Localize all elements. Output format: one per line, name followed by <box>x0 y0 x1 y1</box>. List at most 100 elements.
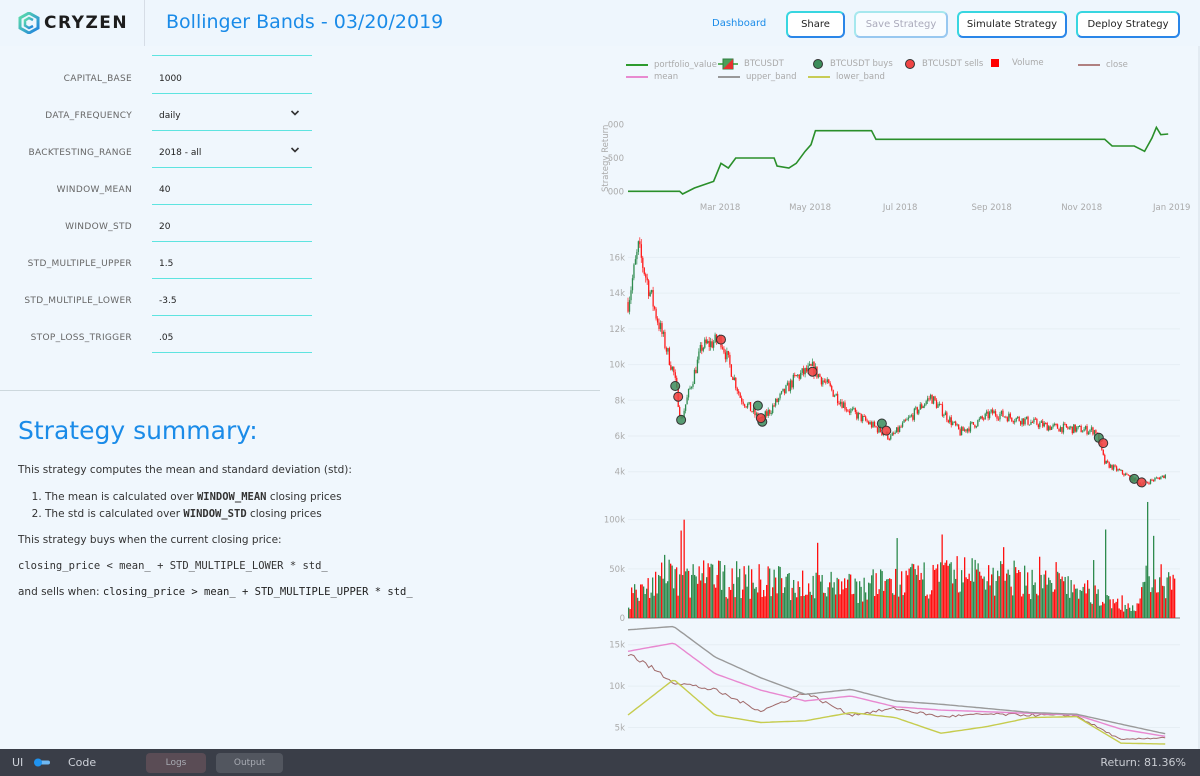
legend-label: portfolio_value <box>654 60 718 70</box>
y-axis-label: Strategy Return <box>601 125 611 192</box>
chevron-down-icon <box>290 110 300 116</box>
field-stop-loss-trigger: STOP_LOSS_TRIGGER .05 <box>0 323 330 360</box>
legend-label: upper_band <box>746 72 797 82</box>
x-tick-label: Nov 2018 <box>1061 203 1102 212</box>
y-tick-label: 50k <box>609 565 625 575</box>
x-tick-label: Mar 2018 <box>700 203 740 212</box>
legend-label: lower_band <box>836 72 885 82</box>
lower_band-line <box>627 679 1166 745</box>
sell-marker <box>1098 438 1109 449</box>
legend-label: BTCUSDT buys <box>830 59 893 69</box>
dashboard-link[interactable]: Dashboard <box>712 18 767 29</box>
section-divider <box>0 390 600 391</box>
logo[interactable]: CRYZEN <box>18 12 128 34</box>
field-data-frequency: DATA_FREQUENCY daily <box>0 101 330 138</box>
scrolled-field-input[interactable] <box>152 46 312 56</box>
legend-item-upper-band[interactable]: upper_band <box>718 72 797 82</box>
output-button[interactable]: Output <box>216 753 283 773</box>
y-tick-label: 8k <box>615 396 625 406</box>
strategy-summary: Strategy summary: This strategy computes… <box>18 416 588 611</box>
stop-loss-trigger-input[interactable]: .05 <box>152 323 312 353</box>
chevron-down-icon <box>290 147 300 153</box>
legend-item-btcusdt[interactable]: BTCUSDT <box>718 58 784 70</box>
logs-button[interactable]: Logs <box>146 753 206 773</box>
x-tick-label: May 2018 <box>789 203 831 212</box>
field-label: WINDOW_STD <box>65 222 132 232</box>
sell-marker <box>755 413 766 424</box>
list-code: WINDOW_STD <box>183 508 247 521</box>
field-std-multiple-upper: STD_MULTIPLE_UPPER 1.5 <box>0 249 330 286</box>
legend-label: close <box>1106 60 1128 70</box>
std-multiple-lower-input[interactable]: -3.5 <box>152 286 312 316</box>
y-tick-label: 6k <box>615 432 625 442</box>
list-text: The mean is calculated over <box>45 490 197 503</box>
y-tick-label: 500 <box>608 154 624 164</box>
field-backtesting-range: BACKTESTING_RANGE 2018 - all <box>0 138 330 175</box>
price-candlestick-chart[interactable]: 4k 6k 8k 10k 12k 14k 16k <box>598 232 1200 494</box>
field-label: STOP_LOSS_TRIGGER <box>30 333 132 343</box>
y-tick-label: 000 <box>608 121 624 131</box>
y-tick-label: 4k <box>615 468 625 478</box>
field-capital-base: CAPITAL_BASE 1000 <box>0 64 330 101</box>
header-divider <box>144 0 145 46</box>
legend-item-close[interactable]: close <box>1078 60 1128 70</box>
y-tick-label: 0 <box>620 614 625 624</box>
legend-label: Volume <box>1012 58 1044 68</box>
y-tick-label: 14k <box>609 289 625 299</box>
buy-text: This strategy buys when the current clos… <box>18 534 282 547</box>
sell-marker <box>807 366 818 377</box>
circle-marker-icon <box>813 59 823 69</box>
field-std-multiple-lower: STD_MULTIPLE_LOWER -3.5 <box>0 286 330 323</box>
legend-item-buys[interactable]: BTCUSDT buys <box>812 58 893 70</box>
capital-base-input[interactable]: 1000 <box>152 64 312 94</box>
window-std-input[interactable]: 20 <box>152 212 312 242</box>
status-bar: UI Code Logs Output Return: 81.36% <box>0 749 1200 776</box>
field-label: CAPITAL_BASE <box>63 74 132 84</box>
x-tick-label: Sep 2018 <box>971 203 1011 212</box>
cryzen-logo-icon <box>18 12 40 34</box>
field-window-std: WINDOW_STD 20 <box>0 212 330 249</box>
close-line <box>627 653 1166 741</box>
legend-item-portfolio-value[interactable]: portfolio_value <box>626 60 717 70</box>
logo-text: CRYZEN <box>44 13 129 33</box>
select-value: daily <box>159 111 181 121</box>
bollinger-bands-chart[interactable]: 5k 10k 15k <box>598 622 1200 748</box>
std-multiple-upper-input[interactable]: 1.5 <box>152 249 312 279</box>
summary-heading: Strategy summary: <box>18 416 258 445</box>
field-label: WINDOW_MEAN <box>56 185 132 195</box>
legend-item-mean[interactable]: mean <box>626 72 678 82</box>
legend-item-sells[interactable]: BTCUSDT sells <box>904 58 983 70</box>
legend-item-lower-band[interactable]: lower_band <box>808 72 885 82</box>
y-tick-label: 10k <box>609 682 625 692</box>
backtesting-range-select[interactable]: 2018 - all <box>152 138 312 168</box>
y-tick-label: 10k <box>609 361 625 371</box>
sell-prefix: and sells when: <box>18 585 103 598</box>
field-label: BACKTESTING_RANGE <box>28 148 132 158</box>
y-tick-label: 16k <box>609 253 625 263</box>
line-swatch-icon <box>808 76 830 78</box>
simulate-strategy-button[interactable]: Simulate Strategy <box>957 11 1067 38</box>
legend-label: mean <box>654 72 679 82</box>
legend-item-volume[interactable]: Volume <box>990 58 1044 68</box>
list-text: The std is calculated over <box>45 508 184 521</box>
page-title: Bollinger Bands - 03/20/2019 <box>166 11 444 33</box>
buy-rule: closing_price < mean_ + STD_MULTIPLE_LOW… <box>18 560 328 573</box>
app-header: CRYZEN Bollinger Bands - 03/20/2019 Dash… <box>0 0 1200 46</box>
save-strategy-button[interactable]: Save Strategy <box>854 11 948 38</box>
window-mean-input[interactable]: 40 <box>152 175 312 205</box>
legend-label: BTCUSDT sells <box>922 59 984 69</box>
volume-bar-chart[interactable]: 0 50k 100k <box>598 494 1200 624</box>
line-swatch-icon <box>718 76 740 78</box>
y-tick-label: 5k <box>615 723 625 733</box>
buy-marker <box>752 400 763 411</box>
data-frequency-select[interactable]: daily <box>152 101 312 131</box>
buy-marker <box>676 414 687 425</box>
page-scrollbar[interactable] <box>1198 46 1200 749</box>
return-value: Return: 81.36% <box>1100 756 1186 769</box>
share-button[interactable]: Share <box>786 11 845 38</box>
sell-line: and sells when: closing_price > mean_ + … <box>18 585 588 601</box>
deploy-strategy-button[interactable]: Deploy Strategy <box>1076 11 1180 38</box>
ui-code-toggle[interactable] <box>33 758 51 767</box>
summary-list-item: The std is calculated over WINDOW_STD cl… <box>45 506 588 523</box>
